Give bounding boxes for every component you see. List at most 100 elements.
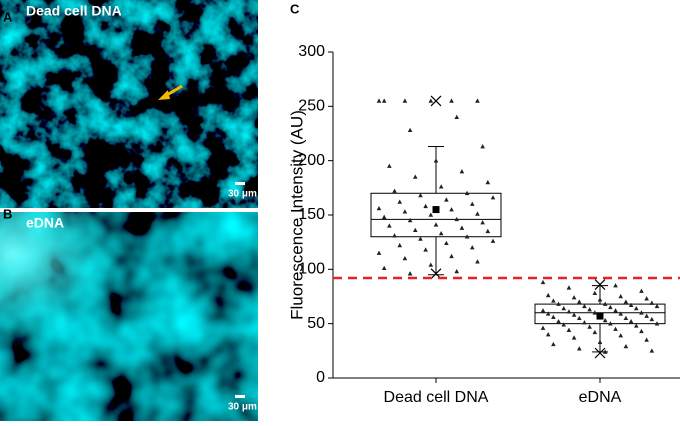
data-point — [454, 114, 460, 119]
data-point — [582, 320, 587, 325]
data-point — [438, 184, 444, 189]
data-point — [571, 335, 577, 340]
data-point — [618, 294, 624, 299]
data-point — [397, 199, 403, 204]
data-point — [428, 212, 434, 217]
data-point — [566, 285, 572, 290]
data-point — [454, 269, 460, 274]
data-point — [449, 98, 454, 103]
panel-label: A — [3, 9, 13, 24]
mean — [596, 312, 604, 320]
data-point — [613, 326, 618, 331]
scale-bar — [235, 395, 245, 398]
y-tick-label: 0 — [316, 369, 325, 386]
data-point — [392, 233, 397, 238]
data-point — [566, 327, 572, 332]
data-point — [644, 337, 649, 342]
data-point — [540, 325, 546, 330]
data-point — [485, 228, 491, 234]
data-point — [423, 247, 428, 252]
data-point — [551, 341, 556, 347]
panel-label: C — [290, 1, 300, 16]
data-point — [649, 300, 655, 305]
data-point — [469, 245, 475, 250]
data-point — [412, 227, 418, 233]
data-point — [540, 279, 546, 285]
data-point — [407, 217, 413, 223]
data-point — [381, 98, 387, 103]
data-point — [608, 304, 613, 310]
data-point — [576, 299, 582, 304]
data-point — [454, 216, 460, 222]
data-point — [490, 238, 496, 243]
data-point — [402, 255, 408, 261]
data-point — [649, 316, 655, 322]
data-point — [613, 308, 618, 313]
panel-label: B — [3, 206, 12, 221]
data-point — [602, 349, 608, 354]
data-point — [628, 302, 634, 307]
data-point — [407, 127, 413, 133]
data-point — [475, 259, 480, 264]
data-point — [480, 220, 485, 225]
data-point — [592, 290, 598, 296]
data-point — [402, 98, 408, 103]
box — [370, 192, 502, 238]
data-point — [449, 253, 454, 259]
data-point — [592, 329, 598, 335]
data-point — [618, 333, 624, 338]
data-point — [654, 321, 660, 326]
data-point — [633, 305, 639, 311]
data-point — [556, 301, 561, 306]
data-point — [649, 348, 655, 353]
data-point — [602, 317, 608, 323]
data-point — [387, 223, 392, 228]
data-point — [407, 271, 413, 276]
data-point — [639, 310, 644, 315]
data-point — [490, 195, 496, 200]
x-tick-label: eDNA — [579, 389, 622, 406]
data-point — [428, 98, 434, 103]
data-point — [551, 298, 556, 303]
scale-label: 30 μm — [228, 402, 257, 413]
data-point — [608, 321, 613, 326]
data-point — [633, 323, 639, 328]
data-point — [587, 324, 592, 329]
data-point — [459, 169, 465, 174]
data-point — [592, 310, 598, 315]
data-point — [475, 211, 480, 216]
panel-caption: Dead cell DNA — [26, 3, 122, 19]
data-point — [644, 296, 649, 301]
data-point — [412, 174, 418, 179]
data-point — [376, 98, 382, 103]
data-point — [561, 322, 567, 327]
data-point — [428, 262, 434, 267]
data-point — [402, 209, 408, 214]
min-marker — [594, 347, 606, 359]
data-point — [397, 242, 403, 248]
data-point — [376, 250, 382, 255]
data-point — [464, 234, 470, 239]
data-point — [475, 98, 480, 103]
data-point — [449, 207, 454, 212]
data-point — [654, 303, 660, 309]
data-point — [576, 346, 582, 351]
data-point — [545, 332, 551, 337]
arrow-head — [158, 90, 170, 100]
data-point — [540, 308, 546, 313]
data-point — [480, 144, 485, 149]
scale-bar — [235, 182, 245, 185]
data-point — [571, 295, 577, 300]
panel-b: eDNA 30 μm B — [0, 206, 258, 421]
data-point — [618, 311, 624, 316]
data-point — [418, 236, 423, 241]
panel-a: Dead cell DNA 30 μm A — [0, 0, 258, 208]
data-point — [576, 315, 582, 321]
max-marker — [430, 95, 442, 107]
data-point — [582, 303, 587, 309]
max-marker — [594, 279, 606, 290]
data-point — [566, 309, 572, 314]
data-point — [433, 222, 439, 227]
data-point — [376, 205, 382, 211]
